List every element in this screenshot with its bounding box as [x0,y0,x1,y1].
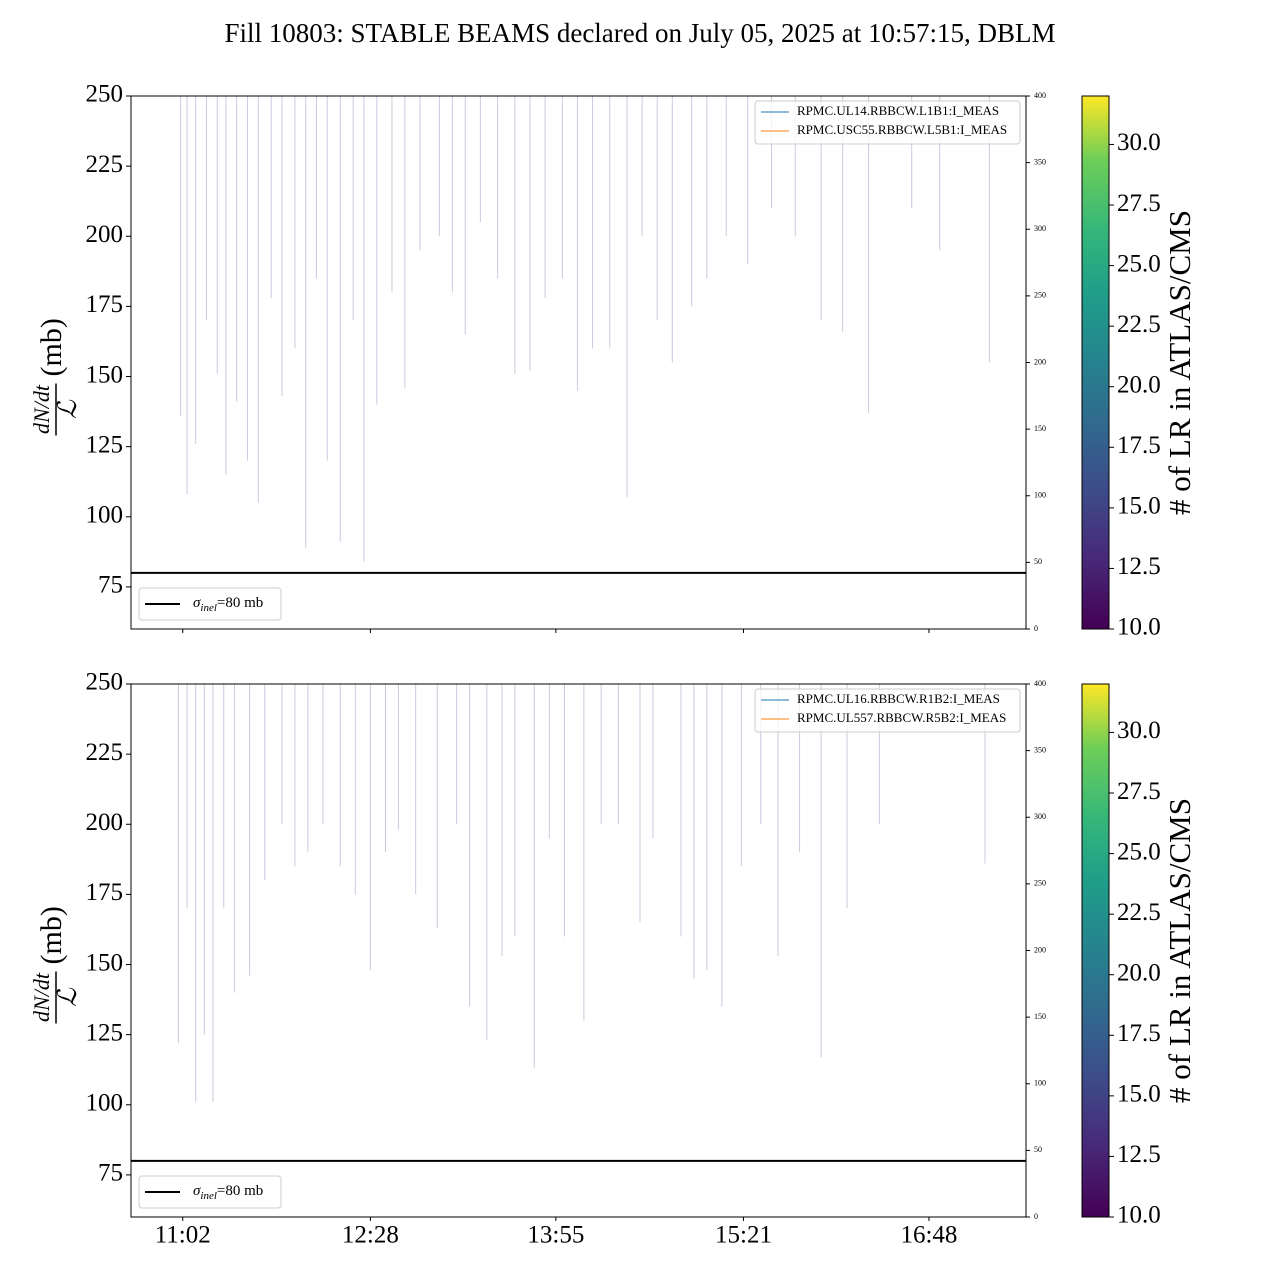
y2-tick-label: 100 [1034,1079,1046,1088]
x-tick-label: 16:48 [900,1222,957,1249]
colorbar-tick-label: 17.5 [1117,1020,1161,1047]
colorbar-tick-label: 20.0 [1117,959,1161,986]
y-tick-label: 75 [98,1160,123,1187]
legend-label: RPMC.UL14.RBBCW.L1B1:I_MEAS [797,103,999,118]
y-label-denominator: ℒ [53,399,82,419]
legend-text: =80 mb [217,595,263,611]
colorbar-tick-label: 22.5 [1117,311,1161,338]
y2-tick-label: 200 [1034,357,1046,366]
legend-symbol: σ [193,1183,201,1199]
y-label-numerator: dN/dt [29,972,54,1022]
y-tick-label: 175 [86,291,124,318]
legend-label: RPMC.UL557.RBBCW.R5B2:I_MEAS [797,710,1006,725]
legend-text: =80 mb [217,1183,263,1199]
y-label-denominator: ℒ [53,987,82,1007]
y-tick-label: 100 [86,502,124,529]
y-tick-label: 150 [86,949,124,976]
legend-symbol: σ [193,595,201,611]
legend-box [754,100,1021,145]
figure-title: Fill 10803: STABLE BEAMS declared on Jul… [224,18,1055,48]
legend-box [138,587,282,621]
colorbar-tick-label: 15.0 [1117,493,1161,520]
x-tick-label: 15:21 [715,1222,772,1249]
y2-tick-label: 250 [1034,291,1046,300]
y2-tick-label: 0 [1034,624,1038,633]
legend-box [754,688,1021,733]
y2-tick-label: 400 [1034,679,1046,688]
y-tick-label: 200 [86,221,124,248]
y2-tick-label: 300 [1034,812,1046,821]
panel: 75 100 125 150 175 200 225 250 0 50 100 150 200 250 30… [29,669,1197,1249]
legend-subscript: inel [200,602,217,614]
legend-label: RPMC.UL16.RBBCW.R1B2:I_MEAS [797,691,1000,706]
y2-tick-label: 0 [1034,1212,1038,1221]
colorbar-tick-label: 27.5 [1117,778,1161,805]
y2-tick-label: 250 [1034,879,1046,888]
y-tick-label: 125 [86,431,124,458]
colorbar-tick-label: 15.0 [1117,1081,1161,1108]
y-tick-label: 150 [86,361,124,388]
y-axis-label: dN/dtℒ (mb) [29,318,82,436]
y-label-unit: (mb) [35,318,68,376]
x-tick-label: 12:28 [342,1222,399,1249]
colorbar-tick-label: 25.0 [1117,250,1161,277]
y-tick-label: 225 [86,739,124,766]
colorbar-tick-label: 17.5 [1117,432,1161,459]
y2-tick-label: 400 [1034,91,1046,100]
colorbar-tick-label: 22.5 [1117,899,1161,926]
colorbar-tick-label: 27.5 [1117,190,1161,217]
axes-frame [130,683,1027,1218]
colorbar-tick-label: 25.0 [1117,838,1161,865]
colorbar-label: # of LR in ATLAS/CMS [1162,798,1197,1103]
legend-label: σinel=80 mb [193,1183,263,1201]
y-tick-label: 75 [98,572,123,599]
y-tick-label: 125 [86,1019,124,1046]
y2-tick-label: 300 [1034,224,1046,233]
y2-tick-label: 350 [1034,745,1046,754]
y2-tick-label: 200 [1034,945,1046,954]
colorbar [1081,683,1110,1218]
y2-tick-label: 100 [1034,491,1046,500]
y-axis-label: dN/dtℒ (mb) [29,906,82,1024]
colorbar-tick-label: 20.0 [1117,371,1161,398]
colorbar-label: # of LR in ATLAS/CMS [1162,210,1197,515]
colorbar-tick-label: 10.0 [1117,1202,1161,1229]
y2-tick-label: 150 [1034,424,1046,433]
y2-tick-label: 50 [1034,557,1042,566]
y-tick-label: 250 [86,669,124,696]
legend-box [138,1175,282,1209]
colorbar-tick-label: 30.0 [1117,129,1161,156]
y-tick-label: 200 [86,809,124,836]
y2-tick-label: 150 [1034,1012,1046,1021]
colorbar-tick-label: 30.0 [1117,717,1161,744]
y-label-numerator: dN/dt [29,384,54,434]
axes-frame [130,95,1027,630]
y2-tick-label: 50 [1034,1145,1042,1154]
y-tick-label: 175 [86,879,124,906]
y-tick-label: 100 [86,1090,124,1117]
colorbar [1081,95,1110,630]
colorbar-tick-label: 12.5 [1117,553,1161,580]
colorbar-tick-label: 12.5 [1117,1141,1161,1168]
legend-label: RPMC.USC55.RBBCW.L5B1:I_MEAS [797,122,1007,137]
y2-tick-label: 350 [1034,157,1046,166]
x-tick-label: 13:55 [527,1222,584,1249]
y-tick-label: 225 [86,151,124,178]
y-tick-label: 250 [86,81,124,108]
colorbar-tick-label: 10.0 [1117,614,1161,641]
legend-subscript: inel [200,1190,217,1202]
y-label-unit: (mb) [35,906,68,964]
legend-label: σinel=80 mb [193,595,263,613]
panel: 75 100 125 150 175 200 225 250 0 50 100 150 200 250 30… [29,81,1197,641]
x-tick-label: 11:02 [155,1222,211,1249]
